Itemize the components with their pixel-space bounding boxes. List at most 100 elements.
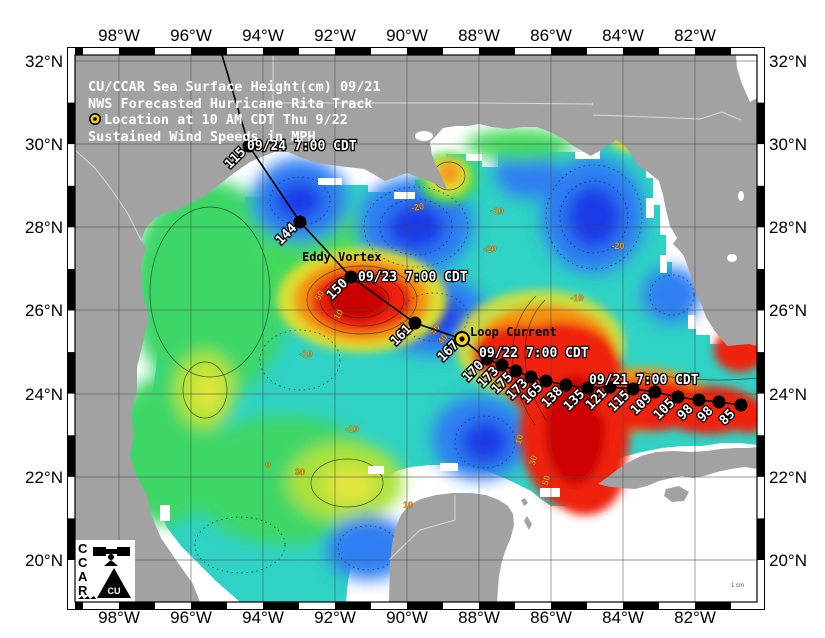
frame-tick-bottom (191, 602, 227, 609)
frame-tick-right (757, 352, 764, 394)
axis-label-left: 32°N (25, 52, 63, 71)
contour-value-label: -10 (570, 293, 583, 303)
frame-tick-bottom (83, 602, 119, 609)
axis-label-top: 82°W (674, 26, 716, 45)
land (75, 55, 757, 602)
axis-label-top: 88°W (458, 26, 500, 45)
frame-tick-left (68, 61, 75, 103)
frame-tick-bottom (227, 602, 263, 609)
lake-okeechobee (727, 254, 737, 262)
track-point (671, 390, 685, 404)
frame-tick-left (68, 310, 75, 353)
track-point (495, 358, 509, 372)
contour-value-label: 0 (265, 460, 270, 470)
scale-label: 1 cm (731, 583, 744, 589)
frame-tick-left (68, 227, 75, 269)
frame-tick-right (757, 144, 764, 186)
axis-label-right: 24°N (769, 385, 807, 404)
frame-tick-left (68, 352, 75, 394)
title-line-4: Sustained Wind Speeds in MPH (88, 129, 316, 145)
frame-tick-left (68, 560, 75, 602)
contour-value-label: -20 (611, 241, 624, 251)
axis-label-bottom: 98°W (98, 608, 140, 627)
frame-tick-bottom (155, 602, 191, 609)
axis-label-right: 26°N (769, 301, 807, 320)
frame-tick-right (757, 310, 764, 353)
axis-label-top: 98°W (98, 26, 140, 45)
frame-tick-top (479, 48, 515, 55)
ccar-letter-3: A (78, 569, 88, 584)
axis-label-right: 30°N (769, 135, 807, 154)
place-label: Loop Current (470, 325, 557, 339)
axis-label-right: 20°N (769, 551, 807, 570)
frame-tick-bottom (371, 602, 407, 609)
frame-tick-right (757, 518, 764, 560)
title-block: CU/CCAR Sea Surface Height(cm) 09/21 NWS… (88, 79, 381, 145)
axis-label-bottom: 82°W (674, 608, 716, 627)
contour-value-label: 10 (332, 308, 346, 322)
frame-tick-right (757, 61, 764, 103)
frame-tick-right (757, 227, 764, 269)
frame-tick-left (68, 144, 75, 186)
frame-tick-top (623, 48, 659, 55)
frame-tick-top (587, 48, 623, 55)
frame-tick-top (731, 48, 757, 55)
frame-tick-right (757, 435, 764, 477)
fl-lagoon (738, 191, 744, 201)
frame-tick-top (551, 48, 587, 55)
axis-label-left: 24°N (25, 385, 63, 404)
place-label: Eddy Vortex (302, 250, 381, 264)
contour-value-label: 50 (313, 289, 327, 303)
contour-value-label: -20 (410, 201, 425, 213)
frame-tick-bottom (623, 602, 659, 609)
frame-tick-bottom (551, 602, 587, 609)
state-borders (75, 55, 742, 561)
date-time-label: 09/24 7:00 CDT (247, 139, 357, 154)
axis-label-bottom: 94°W (242, 608, 284, 627)
frame-tick-bottom (263, 602, 299, 609)
frame-tick-bottom (731, 602, 757, 609)
frame-tick-bottom (407, 602, 443, 609)
frame-tick-bottom (299, 602, 335, 609)
frame-tick-bottom (515, 602, 551, 609)
date-time-label: 09/23 7:00 CDT (358, 270, 468, 285)
frame-tick-bottom (659, 602, 695, 609)
frame-tick-bottom (119, 602, 155, 609)
frame-tick-top (515, 48, 551, 55)
axis-label-right: 28°N (769, 218, 807, 237)
axis-label-top: 84°W (602, 26, 644, 45)
frame-tick-left (68, 102, 75, 145)
axis-label-top: 96°W (170, 26, 212, 45)
axis-label-top: 92°W (314, 26, 356, 45)
axis-labels: 98°W 98°W 96°W 96°W 94°W 94°W 92°W 92°W 90°W 90°W… (25, 26, 807, 627)
land-isle-of-youth (664, 486, 689, 502)
frame-tick-right (757, 185, 764, 228)
contour-value-label: 30 (527, 454, 539, 466)
contour-labels: -20 -10-20 -20-1050105040301030500-1010-10… (265, 201, 624, 510)
axis-label-right: 22°N (769, 468, 807, 487)
frame-tick-left (68, 476, 75, 519)
frame-tick-left (68, 393, 75, 436)
frame-tick-left (68, 269, 75, 311)
contour-value-label: 30 (295, 467, 305, 477)
axis-label-bottom: 88°W (458, 608, 500, 627)
ccar-letter-4: R (78, 583, 88, 598)
track-point (559, 378, 573, 392)
date-time-label: 09/22 7:00 CDT (479, 346, 589, 361)
track-point (712, 395, 726, 409)
track-point (692, 393, 706, 407)
frame-tick-top (155, 48, 191, 55)
cu-monogram: CU (108, 586, 121, 596)
axis-label-left: 26°N (25, 301, 63, 320)
track-point (524, 370, 538, 384)
map-inner-border (74, 54, 758, 603)
satellite-icon (93, 547, 130, 566)
axis-label-bottom: 90°W (386, 608, 428, 627)
track-point (603, 380, 617, 394)
frame-tick-top (659, 48, 695, 55)
axis-label-top: 90°W (386, 26, 428, 45)
frame-tick-top (191, 48, 227, 55)
frame-tick-top (75, 48, 83, 55)
